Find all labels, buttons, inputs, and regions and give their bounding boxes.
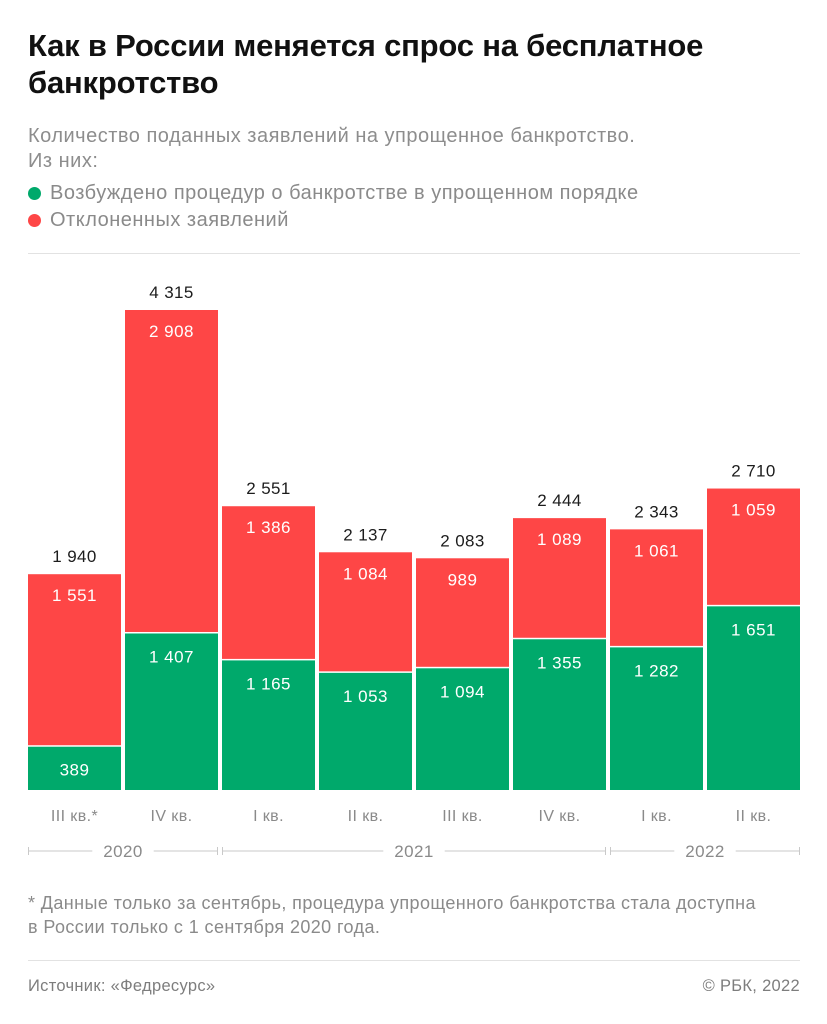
- initiated-value-label: 389: [60, 761, 90, 780]
- year-label-background: [674, 841, 736, 861]
- rejected-value-label: 1 059: [731, 501, 776, 520]
- rejected-value-label: 2 908: [149, 322, 194, 341]
- bar-segment-initiated: [222, 660, 315, 790]
- total-value-label: 2 551: [246, 479, 291, 498]
- x-tick-label: II кв.: [736, 808, 772, 825]
- legend-marker-red: [28, 214, 41, 227]
- bar-segment-rejected: [610, 529, 703, 646]
- x-tick-label: I кв.: [253, 808, 284, 825]
- rejected-value-label: 1 061: [634, 541, 679, 560]
- legend-label: Возбуждено процедур о банкротстве в упро…: [50, 182, 639, 204]
- bar-segment-initiated: [319, 672, 412, 790]
- legend-item-initiated: Возбуждено процедур о банкротстве в упро…: [28, 180, 808, 207]
- initiated-value-label: 1 053: [343, 687, 388, 706]
- x-tick-label: III кв.*: [51, 808, 98, 825]
- year-label: 2020: [103, 842, 142, 861]
- bar-segment-initiated: [707, 606, 800, 790]
- legend: Возбуждено процедур о банкротстве в упро…: [28, 180, 808, 234]
- bar-segment-rejected: [125, 310, 218, 632]
- bar-segment-rejected: [319, 552, 412, 672]
- initiated-value-label: 1 407: [149, 647, 194, 666]
- rejected-value-label: 1 551: [52, 586, 97, 605]
- year-label-background: [383, 841, 445, 861]
- x-tick-label: IV кв.: [151, 808, 193, 825]
- rejected-value-label: 1 089: [537, 530, 582, 549]
- x-tick-label: II кв.: [348, 808, 384, 825]
- total-value-label: 2 710: [731, 462, 776, 481]
- bar-segment-initiated: [28, 746, 121, 790]
- bar-segment-initiated: [513, 639, 606, 790]
- initiated-value-label: 1 165: [246, 674, 291, 693]
- top-divider: [28, 253, 800, 254]
- chart-subtitle: Количество поданных заявлений на упрощен…: [28, 124, 818, 174]
- total-value-label: 4 315: [149, 283, 194, 302]
- total-value-label: 2 137: [343, 525, 388, 544]
- bar-segment-initiated: [416, 668, 509, 790]
- copyright: © РБК, 2022: [702, 977, 800, 995]
- subtitle-line: Количество поданных заявлений на упрощен…: [28, 125, 636, 147]
- bar-segment-rejected: [28, 574, 121, 746]
- year-label: 2022: [685, 842, 724, 861]
- bar-segment-initiated: [610, 647, 703, 790]
- initiated-value-label: 1 355: [537, 653, 582, 672]
- rejected-value-label: 1 386: [246, 518, 291, 537]
- x-tick-label: IV кв.: [539, 808, 581, 825]
- bottom-divider: [28, 960, 800, 961]
- x-tick-label: III кв.: [442, 808, 483, 825]
- total-value-label: 2 083: [440, 531, 485, 550]
- footnote-line: в России только с 1 сентября 2020 года.: [28, 917, 381, 937]
- bar-segment-rejected: [222, 506, 315, 659]
- initiated-value-label: 1 651: [731, 620, 776, 639]
- year-label: 2021: [394, 842, 433, 861]
- total-value-label: 1 940: [52, 547, 97, 566]
- subtitle-line: Из них:: [28, 150, 99, 172]
- source-credit: Источник: «Федресурс»: [28, 977, 216, 995]
- rejected-value-label: 989: [448, 570, 478, 589]
- chart-title: Как в России меняется спрос на бесплатно…: [28, 28, 704, 100]
- footnote: * Данные только за сентябрь, процедура у…: [28, 891, 818, 939]
- initiated-value-label: 1 282: [634, 661, 679, 680]
- x-tick-label: I кв.: [641, 808, 672, 825]
- year-label-background: [92, 841, 154, 861]
- rejected-value-label: 1 084: [343, 564, 388, 583]
- stacked-bar-chart: 1 940 1 551 389 III кв.* 4 315 2 908 1 407 IV к…: [28, 283, 800, 861]
- legend-label: Отклоненных заявлений: [50, 209, 289, 231]
- bar-segment-rejected: [416, 558, 509, 667]
- initiated-value-label: 1 094: [440, 682, 485, 701]
- legend-marker-green: [28, 187, 41, 200]
- bar-segment-initiated: [125, 633, 218, 790]
- legend-item-rejected: Отклоненных заявлений: [28, 207, 808, 234]
- footnote-line: * Данные только за сентябрь, процедура у…: [28, 893, 756, 913]
- bar-segment-rejected: [707, 488, 800, 605]
- total-value-label: 2 444: [537, 491, 582, 510]
- bar-segment-rejected: [513, 518, 606, 638]
- total-value-label: 2 343: [634, 502, 679, 521]
